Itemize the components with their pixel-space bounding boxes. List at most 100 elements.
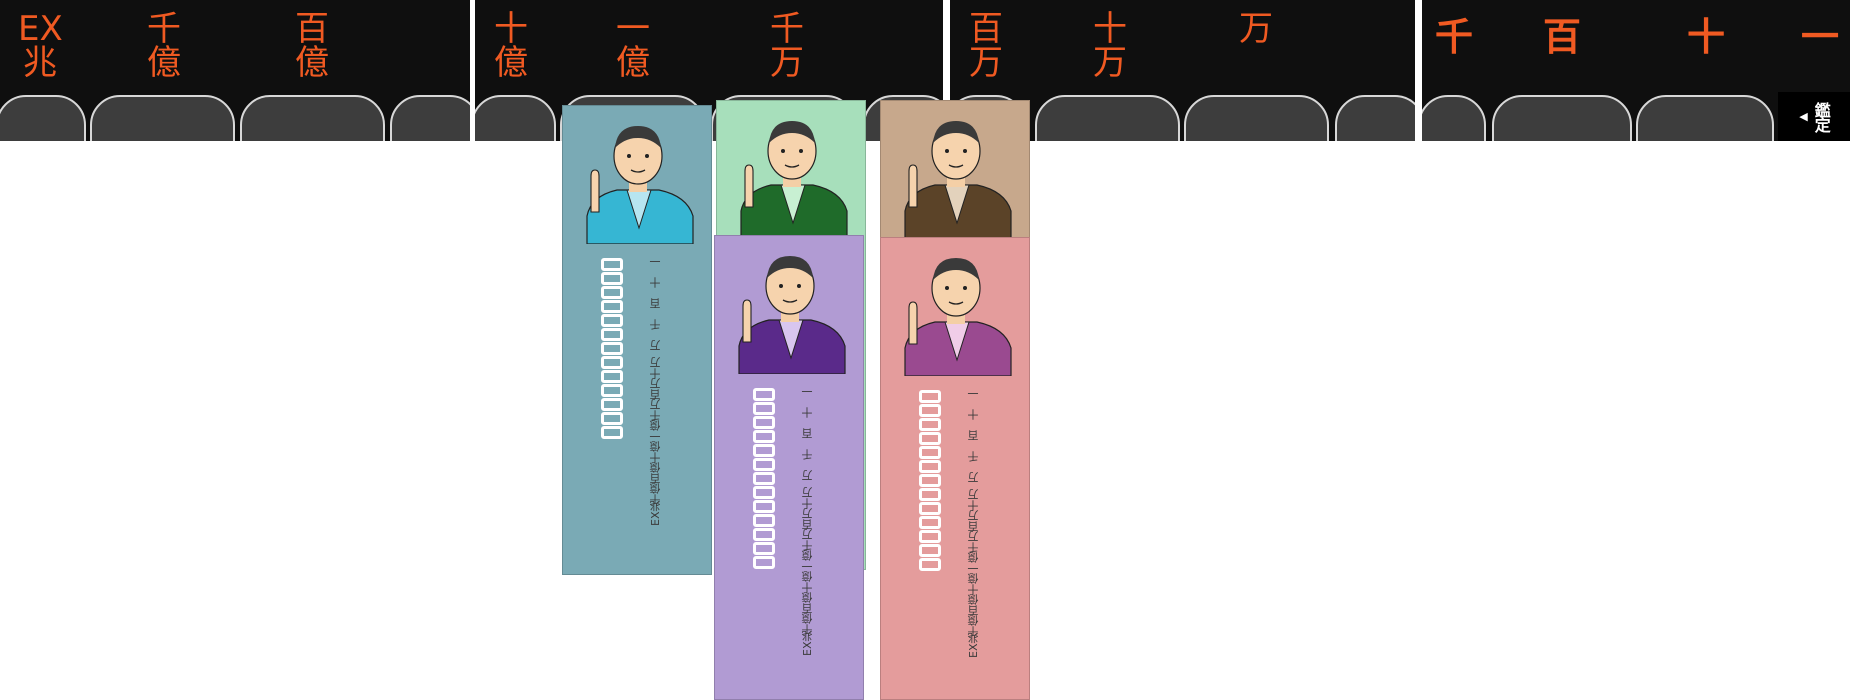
- place-value-label: 千万: [967, 531, 980, 553]
- score-panel-1: EX 兆 千 億 百 億: [0, 0, 470, 141]
- place-value-label: 十億: [801, 571, 814, 593]
- card-slot[interactable]: [90, 95, 235, 141]
- digit-slot: [753, 458, 775, 471]
- place-value-label: 十: [649, 277, 662, 288]
- card-slot[interactable]: [1035, 95, 1180, 141]
- card-slot[interactable]: [1422, 95, 1486, 141]
- digit-slot: [753, 444, 775, 457]
- place-value-label: 百: [649, 298, 662, 309]
- digit-slot: [601, 272, 623, 285]
- digit-label-thousand: 千: [1434, 15, 1473, 59]
- card-slot[interactable]: [0, 95, 86, 141]
- digit-slot-column: [753, 388, 787, 569]
- place-value-label: 一: [801, 386, 814, 397]
- place-value-label: 万: [967, 472, 980, 483]
- digit-label-hundred-million: 一 億: [616, 9, 650, 83]
- digit-slot: [753, 528, 775, 541]
- digit-slot: [601, 342, 623, 355]
- place-value-label: 千: [649, 319, 662, 330]
- digit-slot: [601, 300, 623, 313]
- card-slot[interactable]: [390, 95, 470, 141]
- digit-slot: [919, 474, 941, 487]
- card-slot[interactable]: [1184, 95, 1329, 141]
- digit-slot: [919, 432, 941, 445]
- place-value-label: 一億: [801, 550, 814, 572]
- digit-slot: [753, 556, 775, 569]
- digit-slot: [601, 286, 623, 299]
- place-value-label: 百万: [801, 508, 814, 530]
- triangle-left-icon: ◀: [1799, 110, 1808, 123]
- place-value-label: 万: [801, 470, 814, 481]
- score-panel-4: 千 百 十 一 ◀ 鑑定: [1422, 0, 1850, 141]
- place-value-label: 十億: [967, 573, 980, 595]
- card-slot[interactable]: [1636, 95, 1774, 141]
- place-value-label: 一億: [967, 552, 980, 574]
- place-value-label: 千万: [801, 529, 814, 551]
- digit-slot: [601, 398, 623, 411]
- digit-slot: [753, 402, 775, 415]
- place-value-label: 一億: [649, 420, 662, 442]
- digit-slot: [919, 418, 941, 431]
- place-value-label: EX兆: [801, 630, 814, 657]
- digit-label-ten-thousand: 万: [1239, 9, 1273, 49]
- digit-slot: [753, 542, 775, 555]
- appraiser-portrait-icon: [904, 121, 1012, 239]
- appraiser-card-pink[interactable]: 一十百千万十万 百万 千万 一億 十億 百億 千億 EX兆: [880, 237, 1030, 700]
- place-value-label: 千: [801, 449, 814, 460]
- digit-label-billion: 十 億: [494, 9, 528, 83]
- appraise-button-label: 鑑定: [1811, 101, 1831, 132]
- digit-slot: [919, 530, 941, 543]
- digit-slot-column: [919, 390, 953, 571]
- appraiser-portrait-icon: [586, 126, 694, 244]
- digit-slot: [601, 384, 623, 397]
- place-value-label: EX兆: [967, 632, 980, 659]
- digit-slot: [601, 356, 623, 369]
- place-value-label: 一: [967, 388, 980, 399]
- digit-slot: [753, 388, 775, 401]
- digit-label-hundred-thousand: 十 万: [1093, 9, 1127, 83]
- place-value-label: 百万: [967, 510, 980, 532]
- card-slot[interactable]: [1492, 95, 1632, 141]
- place-value-label: 千万: [649, 399, 662, 421]
- digit-slot: [601, 314, 623, 327]
- place-value-label: 十万: [967, 489, 980, 511]
- digit-slot: [601, 328, 623, 341]
- digit-slot: [753, 514, 775, 527]
- place-value-label: 一: [649, 256, 662, 267]
- digit-slot: [753, 430, 775, 443]
- digit-label-one: 一: [1800, 15, 1839, 59]
- digit-slot: [919, 460, 941, 473]
- appraiser-portrait-icon: [738, 256, 846, 374]
- digit-slot-column: [601, 258, 635, 439]
- digit-label-ex-trillion: EX 兆: [18, 9, 63, 83]
- place-value-label: 十万: [801, 487, 814, 509]
- digit-slot: [919, 502, 941, 515]
- digit-label-hundred: 百: [1542, 15, 1581, 59]
- digit-slot: [753, 416, 775, 429]
- card-slot[interactable]: [475, 95, 556, 141]
- place-value-label: 百万: [649, 378, 662, 400]
- appraiser-portrait-icon: [740, 121, 848, 239]
- digit-slot: [919, 558, 941, 571]
- digit-slot: [919, 544, 941, 557]
- appraiser-card-purple[interactable]: 一十百千万十万 百万 千万 一億 十億 百億 千億 EX兆: [714, 235, 864, 700]
- digit-slot: [601, 370, 623, 383]
- digit-slot: [753, 500, 775, 513]
- place-value-label: 万: [649, 340, 662, 351]
- place-value-label: 十: [967, 409, 980, 420]
- appraiser-card-blue[interactable]: 一十百千万十万 百万 千万 一億 十億 百億 千億 EX兆: [562, 105, 712, 575]
- place-value-label: 千: [967, 451, 980, 462]
- digit-label-ten-million: 千 万: [770, 9, 804, 83]
- card-slot[interactable]: [1335, 95, 1415, 141]
- digit-label-million: 百 万: [969, 9, 1003, 83]
- digit-slot: [601, 426, 623, 439]
- place-value-label: 百億: [649, 462, 662, 484]
- appraise-button[interactable]: ◀ 鑑定: [1778, 92, 1850, 141]
- card-slot[interactable]: [240, 95, 385, 141]
- place-value-label: EX兆: [649, 500, 662, 527]
- digit-slot: [919, 488, 941, 501]
- place-value-label: 百: [801, 428, 814, 439]
